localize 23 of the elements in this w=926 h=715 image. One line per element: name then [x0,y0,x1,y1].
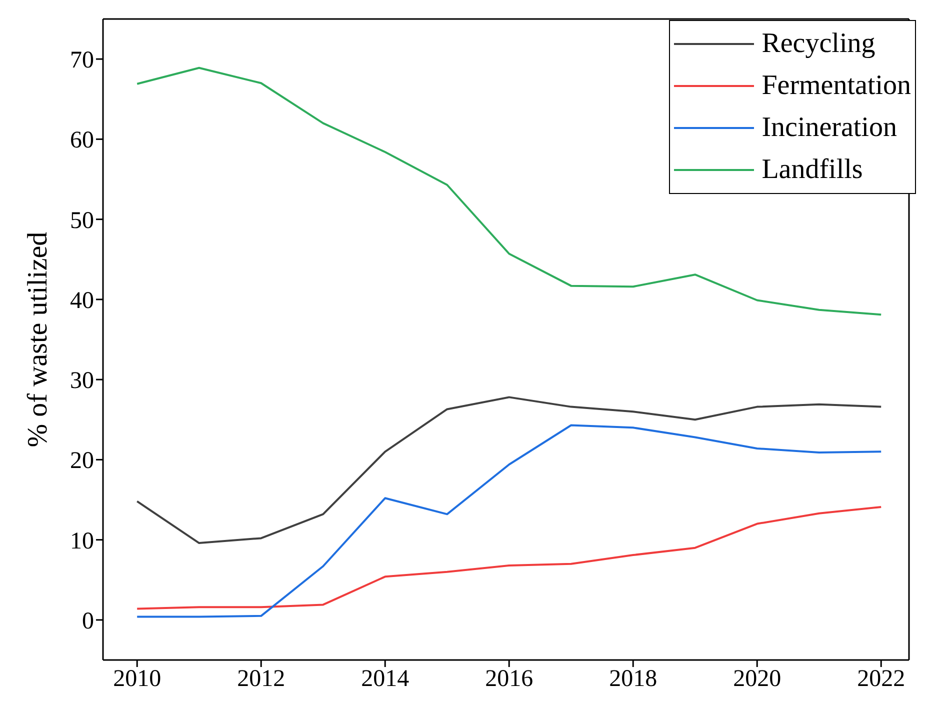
y-tick-label: 10 [70,528,94,554]
line-series [136,396,882,544]
x-tick-label: 2022 [857,666,906,692]
legend-label: Landfills [762,153,863,187]
x-tick-label: 2018 [609,666,658,692]
x-tick-label: 2010 [113,666,162,692]
y-tick-label: 40 [70,288,94,314]
x-tick-label: 2014 [361,666,410,692]
y-tick-label: 70 [70,48,94,74]
y-tick-label: 20 [70,448,94,474]
legend-label: Recycling [762,27,876,61]
line-series [136,506,882,610]
y-tick-label: 30 [70,368,94,394]
legend-label: Fermentation [762,69,911,103]
x-tick-label: 2020 [733,666,782,692]
y-tick-label: 50 [70,208,94,234]
y-axis-title: % of waste utilized [22,232,54,448]
line-series [136,424,882,618]
y-tick-label: 0 [82,608,94,634]
x-tick-label: 2016 [485,666,534,692]
x-tick-label: 2012 [237,666,286,692]
y-tick-label: 60 [70,128,94,154]
legend-label: Incineration [762,111,897,145]
